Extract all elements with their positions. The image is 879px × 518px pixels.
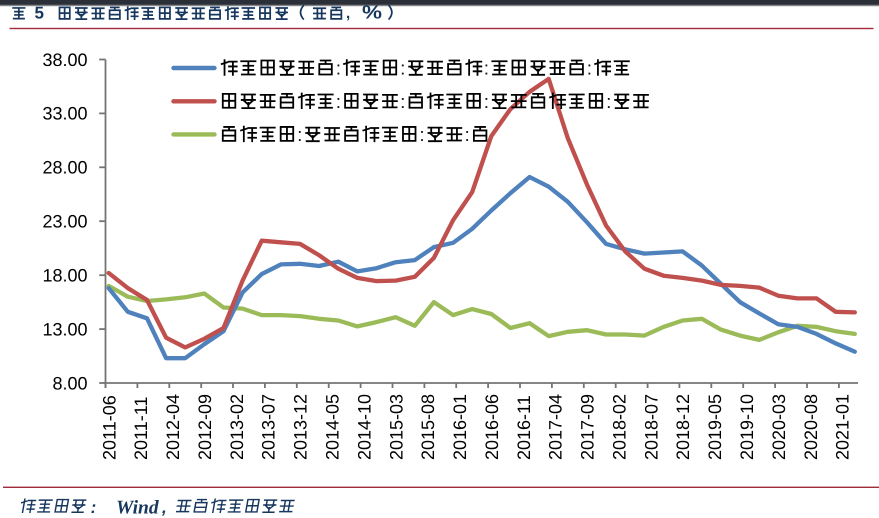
svg-text:2013-07: 2013-07 [259, 394, 279, 460]
svg-text::: : [606, 92, 611, 113]
svg-text:2021-01: 2021-01 [833, 394, 853, 460]
svg-text:2020-08: 2020-08 [801, 394, 821, 460]
svg-text::: : [484, 92, 489, 113]
svg-text::: : [400, 59, 405, 80]
svg-text::: : [419, 125, 424, 146]
svg-text:2018-07: 2018-07 [641, 394, 661, 460]
svg-text:18.00: 18.00 [42, 266, 87, 286]
svg-text:2014-05: 2014-05 [323, 394, 343, 460]
svg-text::: : [336, 59, 341, 80]
svg-text:Wind: Wind [116, 498, 159, 518]
svg-text:38.00: 38.00 [42, 50, 87, 70]
svg-text:2011-11: 2011-11 [131, 397, 151, 460]
svg-text:13.00: 13.00 [42, 319, 87, 339]
svg-text:2016-01: 2016-01 [450, 394, 470, 460]
svg-text:2012-04: 2012-04 [163, 394, 183, 460]
svg-text::: : [465, 125, 470, 146]
svg-text:2013-02: 2013-02 [227, 394, 247, 460]
svg-text:%: % [362, 3, 382, 24]
svg-text:23.00: 23.00 [42, 212, 87, 232]
svg-text:,: , [161, 498, 167, 517]
svg-text::: : [587, 59, 592, 80]
svg-text:2019-10: 2019-10 [737, 394, 757, 460]
svg-text:8.00: 8.00 [52, 373, 87, 393]
svg-text:5: 5 [35, 4, 44, 23]
svg-text:2013-12: 2013-12 [291, 394, 311, 460]
svg-text:2011-06: 2011-06 [99, 395, 119, 460]
svg-text:2017-04: 2017-04 [546, 394, 566, 460]
svg-text:2015-03: 2015-03 [386, 394, 406, 460]
svg-text:2018-02: 2018-02 [610, 394, 630, 460]
svg-text:2015-08: 2015-08 [418, 394, 438, 460]
svg-text:2019-05: 2019-05 [705, 394, 725, 460]
svg-text:28.00: 28.00 [42, 158, 87, 178]
svg-text::: : [336, 92, 341, 113]
svg-text:2016-06: 2016-06 [482, 394, 502, 460]
svg-text:2014-10: 2014-10 [354, 394, 374, 460]
svg-text:33.00: 33.00 [42, 104, 87, 124]
svg-text:2018-12: 2018-12 [673, 394, 693, 460]
svg-text:,: , [346, 5, 350, 22]
svg-text::: : [91, 498, 97, 517]
svg-text::: : [400, 92, 405, 113]
svg-text:2020-03: 2020-03 [769, 394, 789, 460]
svg-text::: : [297, 125, 302, 146]
svg-text:2012-09: 2012-09 [195, 394, 215, 460]
svg-text:2016-11: 2016-11 [514, 395, 534, 460]
svg-text:2017-09: 2017-09 [578, 394, 598, 460]
svg-text::: : [484, 59, 489, 80]
